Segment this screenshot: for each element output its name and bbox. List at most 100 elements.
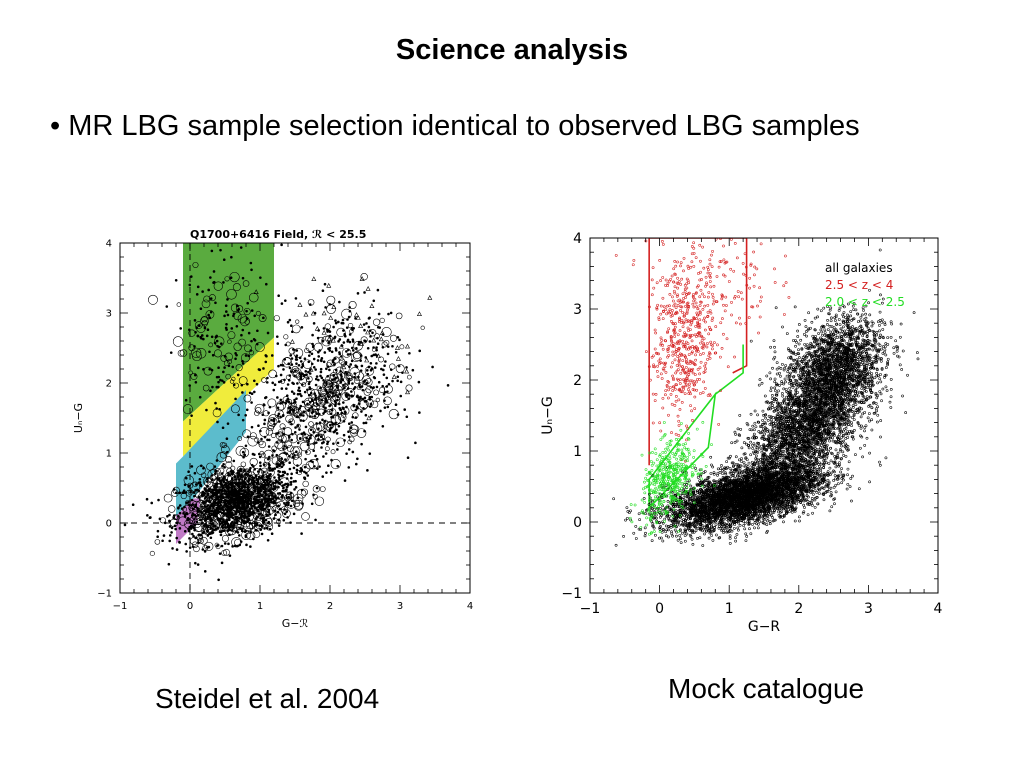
- data-point: [278, 434, 287, 443]
- data-point: [272, 500, 275, 504]
- data-point: [283, 508, 286, 511]
- data-point: [193, 319, 197, 322]
- data-point: [326, 336, 332, 342]
- data-point: [165, 305, 169, 308]
- data-point: [323, 402, 334, 413]
- data-point: [264, 360, 268, 364]
- data-point: [335, 379, 347, 391]
- data-point: [234, 538, 242, 547]
- data-point: [825, 461, 828, 465]
- data-point: [271, 381, 275, 385]
- data-point: [235, 490, 238, 493]
- data-point: [316, 467, 319, 470]
- data-point: [202, 337, 205, 341]
- data-point: [229, 276, 233, 280]
- data-point: [193, 373, 197, 377]
- data-point: [714, 523, 718, 527]
- data-point: [303, 476, 307, 480]
- data-point: [231, 376, 236, 382]
- data-point: [264, 482, 267, 486]
- data-point: [338, 406, 342, 410]
- data-point: [271, 454, 274, 457]
- data-point: [394, 350, 398, 354]
- data-point: [314, 377, 318, 381]
- data-point: [290, 438, 293, 442]
- data-point: [280, 387, 284, 390]
- data-point: [194, 321, 203, 329]
- data-point: [222, 258, 226, 262]
- data-point: [303, 390, 307, 394]
- data-point: [347, 322, 354, 329]
- data-point: [227, 339, 232, 344]
- data-point: [372, 353, 376, 357]
- data-point: [388, 409, 399, 420]
- data-point: [217, 578, 220, 582]
- data-point: [329, 373, 339, 384]
- data-point: [230, 465, 236, 471]
- data-point: [285, 477, 289, 480]
- data-point: [301, 463, 311, 473]
- data-point: [253, 453, 256, 456]
- data-point: [210, 249, 214, 253]
- data-point: [356, 457, 359, 461]
- data-point: [375, 348, 378, 352]
- data-point: [353, 385, 357, 389]
- data-point: [201, 494, 204, 498]
- data-point: [297, 386, 301, 390]
- data-point: [374, 333, 380, 339]
- data-point: [304, 400, 311, 407]
- data-point: [280, 243, 283, 247]
- data-point: [217, 385, 220, 389]
- data-point: [293, 454, 296, 457]
- data-point: [678, 534, 682, 537]
- data-point: [203, 504, 210, 511]
- data-point: [378, 356, 385, 363]
- data-point: [219, 451, 228, 459]
- data-point: [276, 441, 279, 444]
- data-point: [218, 495, 222, 498]
- data-point: [170, 531, 173, 534]
- data-point: [314, 496, 325, 506]
- data-point: [756, 526, 760, 530]
- data-point: [239, 246, 243, 249]
- data-point: [148, 516, 152, 520]
- data-point: [218, 504, 221, 508]
- data-point: [347, 397, 350, 401]
- data-point: [333, 357, 337, 360]
- data-point: [290, 324, 293, 328]
- data-point: [304, 370, 308, 373]
- data-point: [215, 512, 218, 515]
- data-point: [744, 532, 748, 536]
- data-point: [314, 394, 317, 397]
- data-point: [292, 456, 303, 467]
- data-point: [340, 375, 343, 378]
- data-point: [168, 519, 171, 523]
- data-point: [250, 309, 254, 312]
- data-point: [242, 280, 250, 287]
- data-point: [250, 401, 253, 404]
- data-point: [196, 285, 200, 289]
- data-point: [325, 367, 328, 371]
- data-point: [200, 316, 209, 326]
- data-point: [202, 367, 205, 371]
- data-point: [292, 369, 301, 377]
- data-point: [315, 396, 326, 407]
- data-point: [268, 369, 277, 379]
- data-point: [240, 461, 247, 468]
- data-point: [337, 424, 341, 428]
- data-point: [323, 421, 333, 431]
- data-point: [261, 377, 267, 383]
- data-point: [268, 473, 272, 476]
- data-point: [283, 427, 293, 436]
- data-point: [332, 325, 335, 329]
- data-point: [281, 357, 292, 368]
- data-point: [834, 483, 838, 487]
- data-point: [232, 312, 236, 316]
- data-point: [223, 501, 227, 505]
- data-point: [360, 385, 364, 388]
- data-point: [279, 423, 286, 430]
- data-point: [360, 336, 368, 344]
- data-point: [218, 518, 222, 521]
- data-point: [356, 292, 360, 295]
